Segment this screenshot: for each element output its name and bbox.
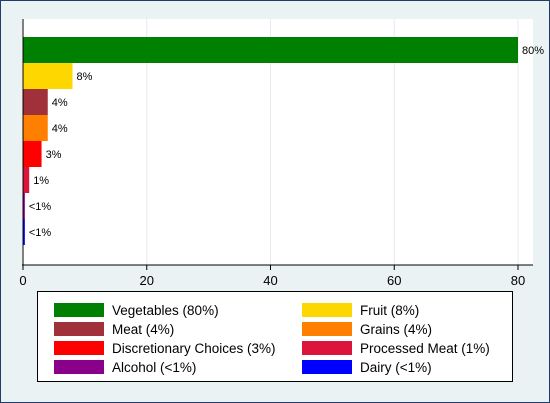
legend-swatch: [302, 322, 352, 336]
data-label-meat: 4%: [52, 97, 68, 109]
legend-label: Discretionary Choices (3%): [112, 340, 276, 356]
x-tick-label-60: 60: [387, 273, 401, 288]
legend-label: Alcohol (<1%): [112, 359, 197, 375]
legend-label: Processed Meat (1%): [360, 340, 490, 356]
legend-label: Fruit (8%): [360, 302, 420, 318]
x-tick-label-80: 80: [511, 273, 525, 288]
bar-fruit: [23, 63, 73, 89]
data-label-grains: 4%: [52, 123, 68, 135]
legend-item-vegetables: Vegetables (80%): [54, 301, 219, 319]
bar-meat: [23, 89, 48, 115]
bar-alcohol: [23, 193, 25, 219]
x-tick-label-20: 20: [140, 273, 154, 288]
legend-swatch: [302, 360, 352, 374]
legend-label: Grains (4%): [360, 321, 433, 337]
x-tick-label-0: 0: [19, 273, 26, 288]
legend-swatch: [54, 360, 104, 374]
legend-label: Vegetables (80%): [112, 302, 219, 318]
legend-item-grains: Grains (4%): [302, 320, 432, 338]
data-label-processed-meat: 1%: [33, 175, 49, 187]
data-label-discretionary-choices: 3%: [46, 149, 62, 161]
x-tick-label-40: 40: [263, 273, 277, 288]
legend: Vegetables (80%) Fruit (8%) Meat (4%) Grain…: [37, 291, 513, 382]
legend-label: Dairy (<1%): [360, 359, 432, 375]
legend-item-discretionary-choices: Discretionary Choices (3%): [54, 339, 276, 357]
bar-vegetables: [23, 37, 518, 63]
data-label-dairy: <1%: [29, 227, 52, 239]
legend-swatch: [302, 341, 352, 355]
x-axis: 0 20 40 60 80: [19, 19, 533, 288]
legend-item-dairy: Dairy (<1%): [302, 358, 432, 376]
legend-swatch: [54, 322, 104, 336]
bar-discretionary-choices: [23, 141, 42, 167]
data-label-fruit: 8%: [77, 71, 93, 83]
legend-swatch: [302, 303, 352, 317]
legend-label: Meat (4%): [112, 321, 175, 337]
data-labels: 80% 8% 4% 4% 3% 1% <1% <1%: [29, 45, 544, 239]
legend-item-processed-meat: Processed Meat (1%): [302, 339, 490, 357]
bar-processed-meat: [23, 167, 30, 193]
bar-grains: [23, 115, 48, 141]
data-label-vegetables: 80%: [522, 45, 544, 57]
bar-dairy: [23, 219, 25, 245]
legend-item-fruit: Fruit (8%): [302, 301, 419, 319]
legend-item-alcohol: Alcohol (<1%): [54, 358, 196, 376]
legend-swatch: [54, 303, 104, 317]
bars: [23, 37, 518, 245]
legend-swatch: [54, 341, 104, 355]
legend-item-meat: Meat (4%): [54, 320, 174, 338]
data-label-alcohol: <1%: [29, 201, 52, 213]
